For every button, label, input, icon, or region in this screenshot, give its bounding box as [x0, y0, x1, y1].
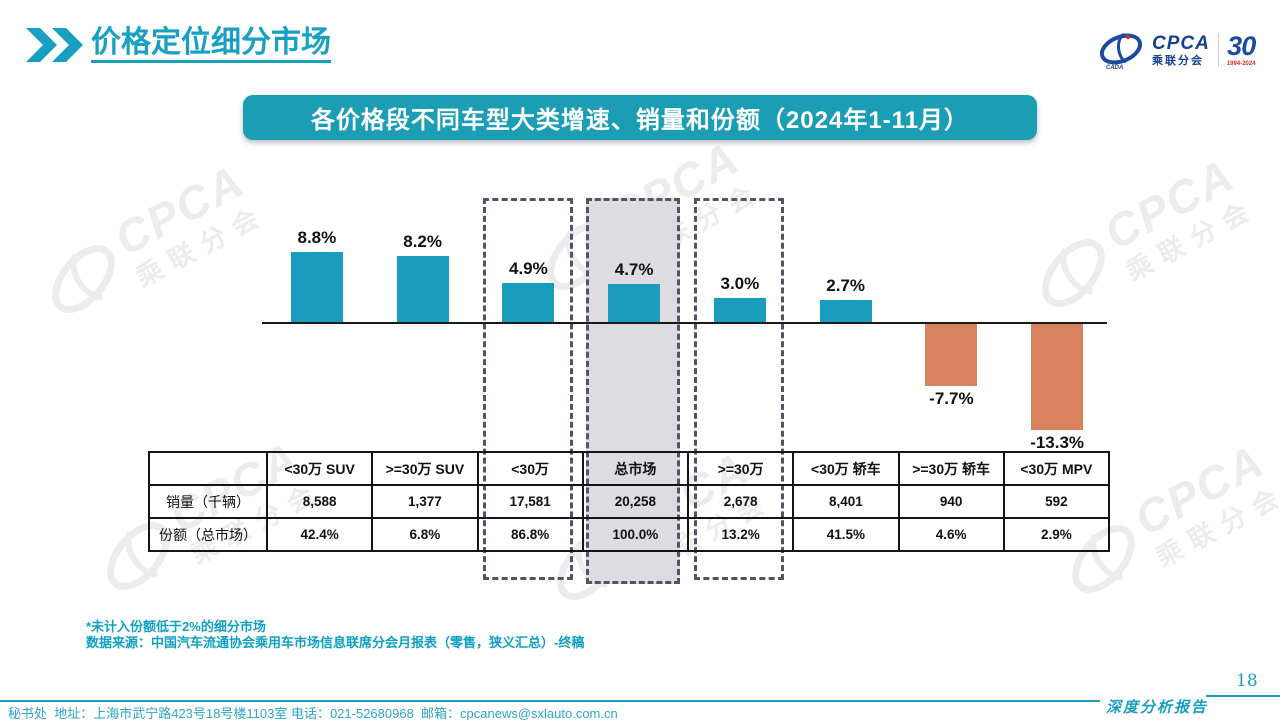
logo-divider — [1217, 33, 1219, 67]
table-cell: 8,588 — [265, 484, 374, 519]
table-cell: 4.6% — [897, 517, 1005, 552]
footnotes: *未计入份额低于2%的细分市场 数据来源：中国汽车流通协会乘用车市场信息联席分会… — [86, 619, 584, 651]
bar-<30万 — [502, 283, 555, 322]
bar->=30万 SUV — [396, 256, 449, 322]
double-chevron-icon — [26, 28, 83, 62]
row-header: 销量（千辆） — [148, 484, 268, 519]
bar->=30万 轿车 — [925, 324, 978, 386]
bar-value-label: -7.7% — [929, 389, 974, 408]
column-header-<30万: <30万 — [476, 451, 584, 486]
table-body: 销量（千辆） 8,588 1,377 17,581 20,258 2,678 8,401 94… — [148, 484, 1111, 552]
column-header-总市场: 总市场 — [581, 451, 690, 486]
page-title: 价格定位细分市场 — [91, 26, 331, 63]
table-cell: 100.0% — [581, 517, 690, 552]
bar-value-label: 3.0% — [720, 274, 760, 293]
table-row: 份额（总市场） 42.4% 6.8% 86.8% 100.0% 13.2% 41.5% 4.6… — [148, 517, 1111, 552]
table-cell: 592 — [1002, 484, 1111, 519]
bar-value-label: 4.7% — [614, 260, 654, 279]
table-corner-cell — [148, 451, 268, 486]
cada-logo-icon: CADA — [1099, 32, 1143, 70]
footer-contact: 秘书处 地址：上海市武宁路423号18号楼1103室 电话：021-526809… — [8, 706, 618, 720]
table-cell: 1,377 — [371, 484, 479, 519]
highlight-box-ge30 — [694, 198, 784, 580]
bar-<30万 MPV — [1031, 324, 1084, 430]
cpca-logo-subtext: 乘联分会 — [1152, 54, 1204, 67]
column-header->=30万 轿车: >=30万 轿车 — [897, 451, 1005, 486]
bar-value-label: 2.7% — [826, 276, 865, 295]
cpca-logo: CADA CPCA 乘联分会 30 1994-2024 — [1098, 30, 1256, 70]
cpca-logo-text: CPCA — [1152, 32, 1210, 54]
row-header: 份额（总市场） — [148, 517, 268, 552]
x-axis-line — [262, 322, 1107, 324]
bar-value-label: 8.8% — [297, 228, 337, 247]
table-row: 销量（千辆） 8,588 1,377 17,581 20,258 2,678 8,401 94… — [148, 484, 1111, 519]
table-cell: 8,401 — [792, 484, 900, 519]
table-cell: 20,258 — [581, 484, 690, 519]
table-cell: 13.2% — [686, 517, 795, 552]
anniversary-years: 1994-2024 — [1226, 61, 1256, 67]
table-head-row: <30万 SUV >=30万 SUV <30万 总市场 >=30万 <30万 轿车 >=30… — [148, 451, 1111, 486]
bar-<30万 轿车 — [819, 300, 872, 322]
column-header-<30万 轿车: <30万 轿车 — [792, 451, 900, 486]
bar-value-label: 8.2% — [403, 232, 442, 251]
table-cell: 41.5% — [792, 517, 900, 552]
report-name: 深度分析报告 — [1106, 700, 1209, 716]
anniversary-logo: 30 1994-2024 — [1226, 31, 1256, 68]
footer-divider-line-right — [1206, 695, 1280, 697]
column-header->=30万: >=30万 — [686, 451, 795, 486]
table-cell: 2.9% — [1002, 517, 1111, 552]
table-cell: 6.8% — [371, 517, 479, 552]
footnote-source: 数据来源：中国汽车流通协会乘用车市场信息联席分会月报表（零售，狭义汇总）-终稿 — [86, 635, 585, 650]
page-number: 18 — [1236, 671, 1258, 691]
highlight-box-lt30 — [483, 198, 573, 580]
svg-text:CADA: CADA — [1106, 65, 1123, 70]
bar-总市场 — [608, 284, 661, 322]
bar-value-label: 4.9% — [509, 259, 548, 278]
page-header: 价格定位细分市场 — [25, 26, 331, 64]
anniversary-30: 30 — [1227, 31, 1256, 61]
bar-<30万 SUV — [290, 252, 343, 322]
chart-title-banner: 各价格段不同车型大类增速、销量和份额（2024年1-11月） — [243, 95, 1037, 140]
column-header-<30万 MPV: <30万 MPV — [1002, 451, 1111, 486]
table-cell: 2,678 — [686, 484, 795, 519]
footnote-exclusion: *未计入份额低于2%的细分市场 — [86, 619, 266, 634]
data-table: <30万 SUV >=30万 SUV <30万 总市场 >=30万 <30万 轿车 >=30… — [148, 451, 1111, 552]
column-header->=30万 SUV: >=30万 SUV — [371, 451, 479, 486]
table-cell: 17,581 — [476, 484, 584, 519]
table-cell: 86.8% — [476, 517, 584, 552]
bar->=30万 — [713, 298, 766, 322]
chart-title: 各价格段不同车型大类增速、销量和份额（2024年1-11月） — [310, 107, 970, 134]
table-cell: 940 — [897, 484, 1005, 519]
footer-divider-line — [0, 700, 1100, 702]
table-cell: 42.4% — [265, 517, 374, 552]
column-header-<30万 SUV: <30万 SUV — [265, 451, 374, 486]
bar-value-label: -13.3% — [1030, 433, 1085, 452]
